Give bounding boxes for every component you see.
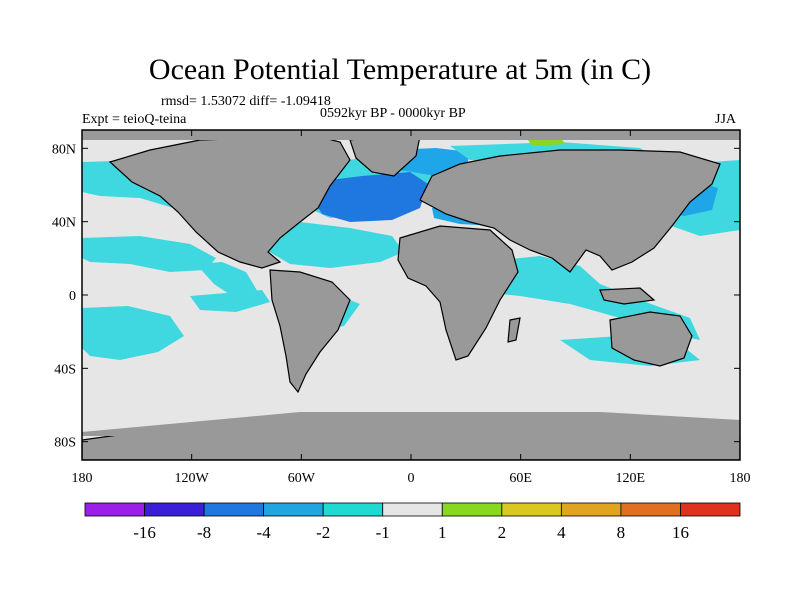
colorbar-bin [620, 502, 681, 517]
madagascar-island [507, 317, 521, 343]
lon-tick-label: 120W [175, 471, 210, 486]
stats-text: rmsd= 1.53072 diff= -1.09418 [161, 94, 331, 109]
longitude-axis: 180 120W 60W 0 60E 120E 180 [72, 130, 751, 486]
colorbar-bin [501, 502, 562, 517]
colorbar-label: 16 [672, 523, 689, 542]
colorbar-label: -16 [133, 523, 156, 542]
eastern-pacific-cool-strip [196, 262, 258, 300]
colorbar-bin [560, 502, 622, 517]
maritime-continent-islands [599, 287, 656, 305]
lon-tick-label: 180 [72, 471, 93, 486]
antarctic-missing-band [82, 412, 740, 436]
north-pacific-cool-band [82, 236, 216, 272]
experiment-label: Expt = teioQ-teina [82, 112, 187, 127]
map-plot-area [82, 130, 740, 460]
colorbar-label: -8 [197, 523, 211, 542]
lat-tick-label: 40S [54, 362, 76, 377]
colorbar-label: 8 [617, 523, 626, 542]
colorbar-bin [203, 502, 265, 517]
lon-tick-label: 120E [616, 471, 646, 486]
tropical-atlantic-cool-band [258, 222, 404, 268]
colorbar-label: 4 [557, 523, 566, 542]
lon-tick-label: 60E [509, 471, 532, 486]
lat-tick-label: 80S [54, 436, 76, 451]
south-america-landmass [269, 269, 351, 394]
africa-landmass [397, 225, 519, 361]
equatorial-pacific-cool-strip [190, 290, 270, 312]
colorbar-label: 2 [498, 523, 507, 542]
colorbar: -16 -8 -4 -2 -1 1 2 4 8 16 [84, 502, 741, 542]
map-title: Ocean Potential Temperature at 5m (in C) [148, 53, 652, 86]
lat-tick-label: 0 [69, 289, 76, 304]
period-label: 0592kyr BP - 0000kyr BP [320, 106, 466, 121]
colorbar-label: -1 [376, 523, 390, 542]
south-pacific-cool-patch [82, 306, 184, 360]
colorbar-bin [84, 502, 145, 517]
lon-tick-label: 0 [408, 471, 415, 486]
colorbar-label: -4 [257, 523, 272, 542]
colorbar-bin [322, 502, 384, 517]
latitude-axis: 80N 40N 0 40S 80S [52, 142, 740, 451]
colorbar-label: -2 [316, 523, 330, 542]
season-label: JJA [715, 112, 737, 127]
colorbar-label: 1 [438, 523, 447, 542]
eurasia-landmass [419, 149, 721, 273]
lon-tick-label: 60W [288, 471, 316, 486]
lat-tick-label: 80N [52, 142, 76, 157]
lat-tick-label: 40N [52, 216, 76, 231]
australia-landmass [609, 311, 693, 367]
colorbar-bin [263, 502, 324, 517]
colorbar-bin [441, 502, 503, 517]
north-atlantic-strong-cooling [312, 172, 428, 222]
colorbar-bin [680, 502, 741, 517]
colorbar-bin [144, 502, 205, 517]
lon-tick-label: 180 [730, 471, 751, 486]
colorbar-bin [382, 502, 443, 517]
